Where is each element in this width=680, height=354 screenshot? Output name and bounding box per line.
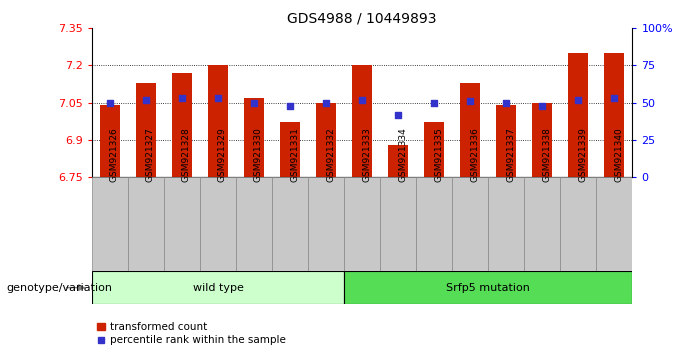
Text: GSM921329: GSM921329 (218, 127, 227, 182)
Bar (208, 65, 228, 177)
Bar (236, 177, 272, 271)
Bar (200, 177, 236, 271)
Bar (424, 122, 444, 177)
Point (537, 103, 547, 108)
Text: GSM921338: GSM921338 (542, 127, 551, 182)
Bar (136, 83, 156, 177)
Bar (308, 177, 344, 271)
Bar (164, 177, 200, 271)
Bar (380, 177, 416, 271)
Text: Srfp5 mutation: Srfp5 mutation (446, 282, 530, 293)
Bar (92, 271, 344, 304)
Text: GSM921339: GSM921339 (578, 127, 588, 182)
Bar (524, 177, 560, 271)
Bar (452, 177, 488, 271)
Bar (272, 177, 308, 271)
Text: GSM921331: GSM921331 (290, 127, 299, 182)
Bar (352, 65, 372, 177)
Text: wild type: wild type (192, 282, 243, 293)
Text: GSM921337: GSM921337 (506, 127, 515, 182)
Bar (316, 103, 336, 177)
Point (248, 100, 259, 105)
Legend: transformed count, percentile rank within the sample: transformed count, percentile rank withi… (97, 322, 286, 345)
Bar (605, 53, 624, 177)
Bar (568, 53, 588, 177)
Text: GSM921328: GSM921328 (182, 127, 191, 182)
Bar (344, 271, 632, 304)
Point (609, 95, 619, 101)
Bar (128, 177, 164, 271)
Bar (496, 105, 516, 177)
Point (428, 100, 439, 105)
Text: GSM921332: GSM921332 (326, 127, 335, 182)
Text: GSM921326: GSM921326 (110, 127, 119, 182)
Text: genotype/variation: genotype/variation (7, 282, 113, 293)
Bar (460, 83, 480, 177)
Text: GSM921334: GSM921334 (398, 127, 407, 182)
Text: GSM921335: GSM921335 (434, 127, 443, 182)
Point (356, 97, 367, 103)
Bar (344, 177, 380, 271)
Bar (560, 177, 596, 271)
Title: GDS4988 / 10449893: GDS4988 / 10449893 (288, 12, 437, 26)
Point (573, 97, 583, 103)
Text: GSM921336: GSM921336 (470, 127, 479, 182)
Bar (388, 145, 408, 177)
Point (284, 103, 295, 108)
Bar (416, 177, 452, 271)
Point (464, 98, 475, 104)
Text: GSM921340: GSM921340 (614, 127, 624, 182)
Bar (92, 177, 128, 271)
Text: GSM921327: GSM921327 (146, 127, 155, 182)
Point (176, 95, 187, 101)
Point (105, 100, 116, 105)
Point (141, 97, 152, 103)
Bar (532, 103, 552, 177)
Bar (244, 98, 264, 177)
Bar (172, 73, 192, 177)
Bar (596, 177, 632, 271)
Point (392, 112, 403, 118)
Bar (280, 122, 300, 177)
Point (320, 100, 331, 105)
Text: GSM921330: GSM921330 (254, 127, 263, 182)
Bar (488, 177, 524, 271)
Bar (100, 105, 120, 177)
Point (212, 95, 223, 101)
Point (500, 100, 511, 105)
Text: GSM921333: GSM921333 (362, 127, 371, 182)
